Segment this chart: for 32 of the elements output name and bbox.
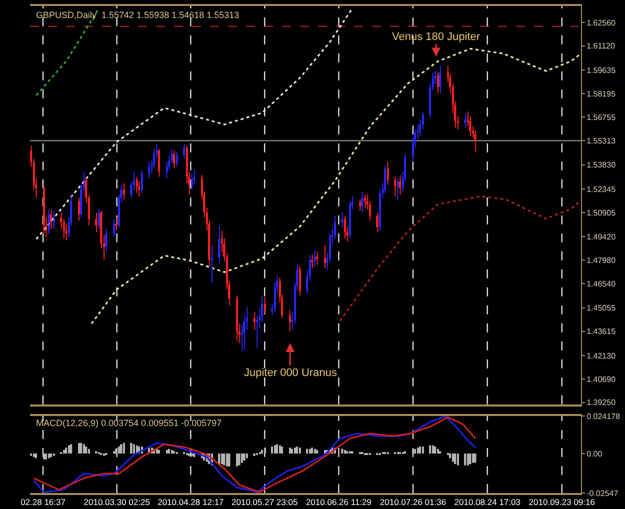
y-tick-label: 1.40690: [586, 374, 616, 384]
x-tick-label: 2010.08.24 17:03: [454, 497, 521, 508]
y-tick-label: 1.61120: [586, 42, 616, 51]
x-tick-label: 2010.07.26 01:36: [380, 497, 446, 508]
x-tick-label: 2010.06.26 11:29: [306, 497, 372, 508]
y-tick-label: 1.55313: [586, 136, 616, 146]
y-tick-label: 0.00: [586, 449, 603, 458]
y-tick-label: 1.45055: [586, 304, 616, 313]
y-tick-label: 1.62560: [586, 18, 616, 28]
annotation: Venus 180 Jupiter: [392, 31, 480, 43]
y-tick-label: -0.02547: [586, 488, 619, 498]
x-tick-label: 02.28 16:37: [20, 497, 66, 508]
y-tick-label: 1.42130: [586, 351, 616, 360]
y-tick-label: 1.50905: [586, 208, 616, 218]
x-tick-label: 2010.03.30 02:25: [84, 497, 150, 508]
y-tick-label: 1.46540: [586, 279, 616, 288]
annotation: Jupiter 000 Uranus: [244, 367, 338, 379]
x-tick-label: 2010.05.27 23:05: [232, 497, 298, 508]
y-tick-label: 1.39250: [586, 398, 616, 408]
x-tick-label: 2010.04.28 12:17: [158, 497, 224, 508]
chart-title: MACD(12,26,9) 0.003754 0.009551 -0.005797: [36, 418, 222, 428]
y-tick-label: 1.43615: [586, 327, 616, 336]
text: GBPUSD,Daily 1.55742 1.55938 1.54618 1.55313: [36, 10, 240, 20]
y-tick-label: 1.58195: [586, 89, 616, 98]
y-tick-label: 0.024178: [586, 412, 621, 421]
x-tick-label: 2010.09.23 09:16: [528, 497, 596, 508]
y-tick-label: 1.56755: [586, 112, 616, 122]
y-tick-label: 1.49420: [586, 232, 616, 242]
y-tick-label: 1.52345: [586, 184, 616, 194]
y-tick-label: 1.53830: [586, 160, 616, 170]
y-tick-label: 1.47980: [586, 256, 616, 265]
y-tick-label: 1.59635: [586, 66, 616, 75]
